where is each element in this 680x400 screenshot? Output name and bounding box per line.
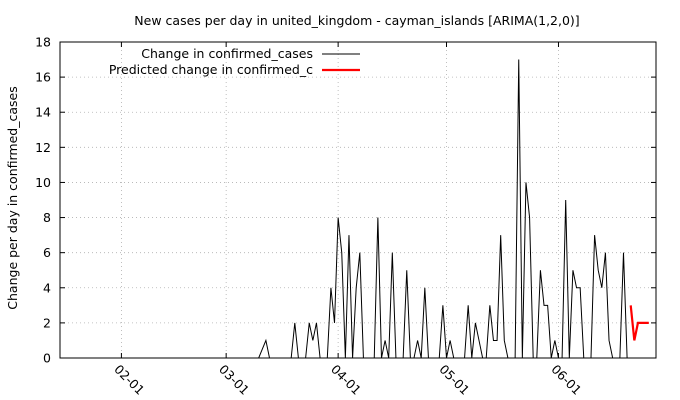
series-lines xyxy=(60,59,649,359)
x-tick-label: 04-01 xyxy=(328,362,364,398)
y-tick-label: 0 xyxy=(43,351,51,366)
y-tick-label: 12 xyxy=(35,140,51,155)
grid-lines xyxy=(60,42,656,358)
y-tick-label: 8 xyxy=(43,210,51,225)
x-tick-label: 05-01 xyxy=(436,362,472,398)
y-tick-label: 6 xyxy=(43,245,51,260)
legend-label: Predicted change in confirmed_c xyxy=(109,62,313,77)
y-tick-label: 10 xyxy=(35,175,51,190)
legend-label: Change in confirmed_cases xyxy=(141,46,313,61)
series-line-actual xyxy=(60,59,628,359)
y-tick-label: 4 xyxy=(43,280,51,295)
y-axis-label: Change per day in confirmed_cases xyxy=(5,86,20,309)
y-tick-label: 14 xyxy=(35,105,51,120)
chart-title: New cases per day in united_kingdom - ca… xyxy=(134,13,579,28)
y-tick-label: 16 xyxy=(35,70,51,85)
y-tick-label: 2 xyxy=(43,315,51,330)
x-tick-label: 03-01 xyxy=(216,362,252,398)
x-tick-label: 02-01 xyxy=(111,362,147,398)
x-tick-label: 06-01 xyxy=(548,362,584,398)
y-tick-label: 18 xyxy=(35,35,51,50)
plot-frame xyxy=(59,41,657,359)
series-line-predicted xyxy=(629,305,649,341)
